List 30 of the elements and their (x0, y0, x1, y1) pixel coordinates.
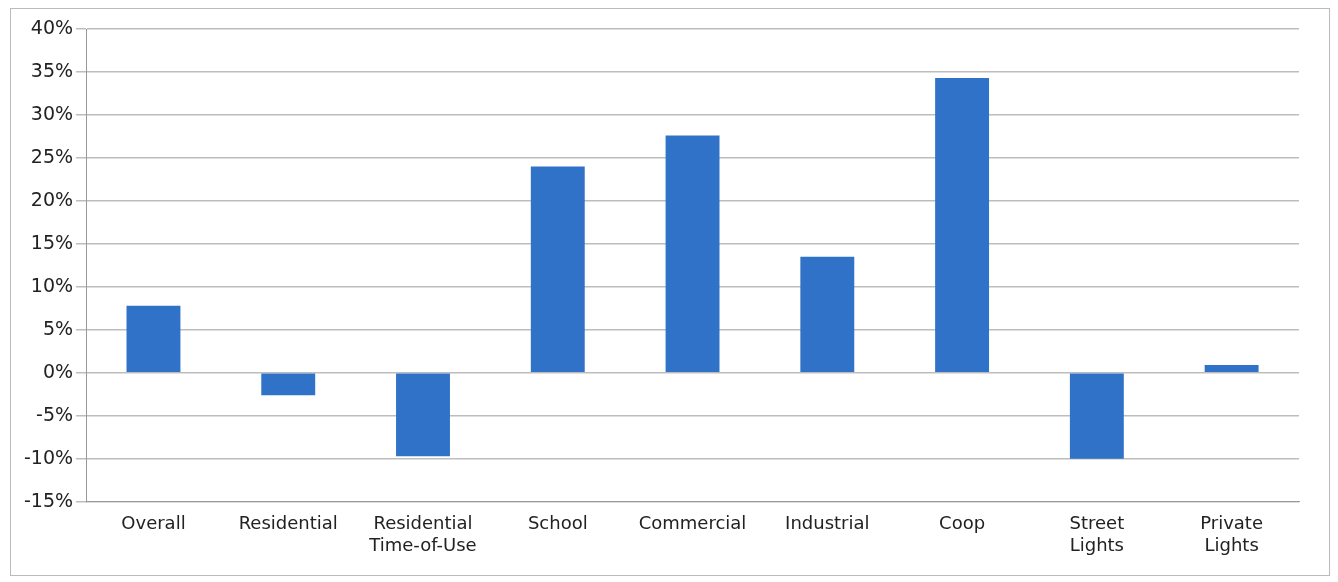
bar (665, 135, 720, 373)
x-tick-label: Overall (121, 512, 186, 534)
x-tick-label: Commercial (638, 512, 747, 534)
y-tick-label: 30% (30, 101, 74, 124)
y-tick-label: 0% (42, 359, 74, 382)
x-tick-label: Coop (939, 512, 986, 534)
x-tick-label: Industrial (785, 512, 870, 534)
y-tick-label: 5% (42, 316, 74, 339)
y-tick-label: -5% (36, 402, 74, 425)
bar (935, 78, 990, 373)
y-tick-label: -10% (23, 445, 74, 468)
y-tick-label: 15% (30, 230, 74, 253)
bar (396, 373, 450, 457)
y-tick-label: 35% (30, 58, 74, 81)
y-tick-label: 20% (30, 187, 74, 210)
y-tick-label: 25% (30, 144, 74, 167)
y-tick-label: 10% (30, 273, 74, 296)
bar (800, 256, 855, 373)
bar (261, 373, 316, 396)
x-tick-label: School (527, 512, 588, 534)
x-tick-label: Residential (238, 512, 338, 534)
bar (530, 166, 585, 373)
y-tick-label: -15% (23, 488, 74, 511)
bar (1204, 365, 1259, 373)
x-tick-label: Private Lights (1200, 512, 1263, 555)
x-tick-label: Residential Time-of-Use (368, 512, 477, 555)
x-tick-label: Street Lights (1069, 512, 1125, 555)
y-tick-label: 40% (30, 15, 74, 38)
bar (1069, 373, 1124, 459)
bar (126, 305, 181, 373)
